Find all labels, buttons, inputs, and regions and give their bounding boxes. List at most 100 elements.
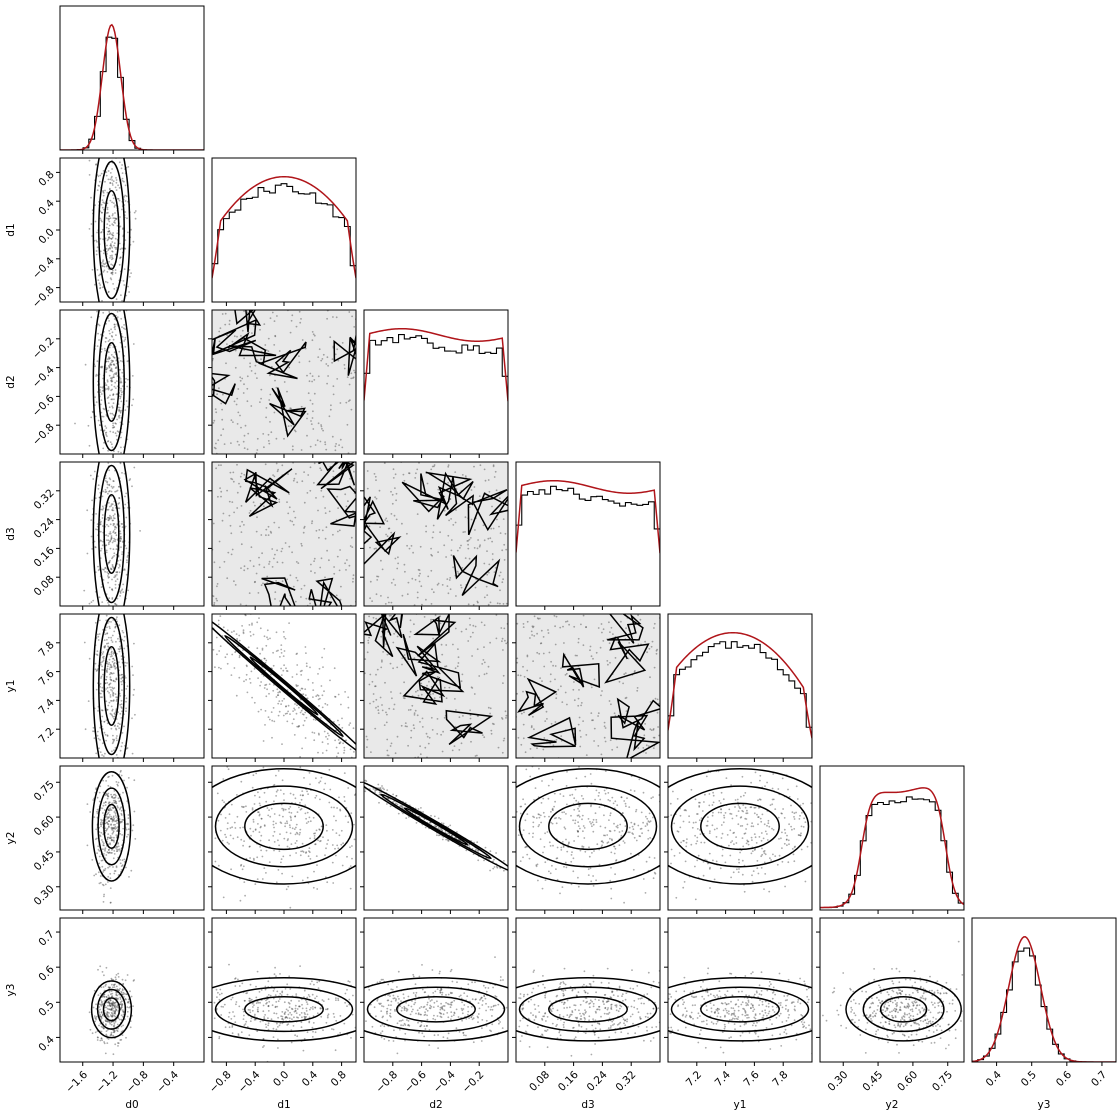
sample-point: [344, 562, 346, 565]
sample-point: [394, 473, 397, 476]
sample-point: [248, 512, 251, 514]
sample-point: [116, 571, 119, 573]
sample-point: [426, 684, 428, 687]
sample-point: [313, 832, 315, 835]
sample-point: [116, 850, 119, 852]
sample-point: [104, 794, 107, 797]
sample-point: [110, 651, 113, 654]
sample-point: [257, 823, 259, 825]
sample-point: [493, 476, 496, 478]
sample-point: [116, 826, 119, 829]
sample-point: [128, 456, 130, 458]
sample-point: [657, 726, 659, 728]
sample-point: [95, 250, 98, 252]
sample-point: [502, 578, 504, 581]
sample-point: [113, 817, 116, 820]
sample-point: [102, 869, 105, 872]
sample-point: [292, 793, 295, 796]
sample-point: [340, 703, 342, 706]
sample-point: [436, 733, 439, 735]
sample-point: [107, 519, 110, 522]
sample-point: [113, 288, 116, 290]
sample-point: [300, 674, 303, 676]
sample-point: [115, 848, 118, 850]
sample-point: [609, 661, 611, 664]
sample-point: [483, 661, 486, 664]
sample-point: [228, 500, 231, 503]
sample-point: [483, 539, 486, 542]
sample-point: [116, 197, 119, 200]
sample-point: [435, 825, 438, 828]
sample-point: [321, 706, 324, 709]
sample-point: [436, 676, 439, 678]
sample-point: [415, 472, 417, 475]
sample-point: [273, 783, 276, 786]
sample-point: [133, 779, 136, 782]
sample-point: [111, 806, 114, 809]
sample-point: [492, 867, 495, 870]
sample-point: [117, 357, 120, 360]
sample-point: [287, 885, 290, 888]
sample-point: [338, 742, 341, 745]
sample-point: [107, 543, 110, 546]
sample-point: [313, 557, 316, 560]
sample-point: [110, 568, 113, 571]
sample-point: [115, 850, 118, 853]
sample-point: [114, 253, 117, 256]
sample-point: [369, 673, 372, 676]
sample-point: [115, 677, 118, 680]
sample-point: [103, 720, 106, 723]
sample-point: [120, 304, 122, 306]
sample-point: [270, 532, 273, 534]
sample-point: [109, 217, 112, 219]
sample-point: [103, 721, 106, 723]
sample-point: [316, 864, 318, 866]
sample-point: [484, 846, 487, 849]
sample-point: [254, 504, 256, 507]
sample-point: [114, 269, 117, 271]
sample-point: [112, 687, 114, 690]
sample-point: [268, 718, 271, 721]
sample-point: [114, 870, 117, 872]
joint-panel-d0-y1: [60, 614, 204, 758]
sample-point: [314, 843, 316, 846]
sample-point: [554, 721, 557, 723]
sample-point: [111, 264, 114, 267]
sample-point: [106, 667, 109, 670]
sample-point: [109, 712, 112, 715]
sample-point: [116, 232, 119, 235]
contour-level: [517, 677, 558, 716]
sample-point: [119, 666, 122, 668]
sample-point: [105, 247, 108, 250]
sample-point: [276, 561, 279, 564]
sample-point: [111, 849, 113, 851]
sample-point: [468, 844, 470, 846]
sample-point: [499, 602, 501, 605]
sample-point: [383, 462, 386, 464]
sample-point: [243, 357, 245, 360]
sample-point: [123, 861, 126, 863]
sample-point: [110, 838, 113, 841]
sample-point: [401, 805, 404, 807]
sample-point: [368, 615, 370, 618]
sample-point: [441, 829, 443, 832]
sample-point: [404, 570, 406, 573]
sample-point: [503, 869, 505, 872]
contour-level: [98, 616, 125, 756]
sample-point: [537, 618, 540, 620]
sample-point: [608, 700, 611, 702]
sample-point: [401, 522, 403, 525]
sample-point: [113, 662, 115, 665]
sample-point: [561, 701, 564, 703]
sample-point: [132, 343, 135, 345]
sample-point: [423, 616, 426, 618]
sample-point: [338, 764, 340, 766]
sample-point: [94, 668, 97, 671]
sample-point: [246, 311, 249, 314]
sample-point: [110, 370, 113, 372]
sample-point: [105, 433, 107, 436]
sample-point: [243, 565, 246, 568]
sample-point: [217, 619, 220, 622]
sample-point: [452, 566, 455, 569]
sample-point: [106, 223, 109, 225]
